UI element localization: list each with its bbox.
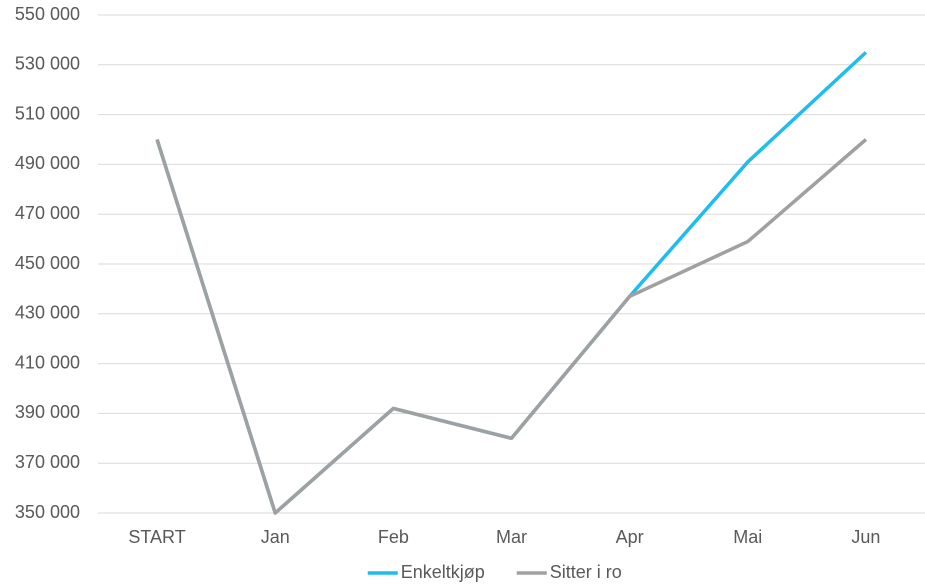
x-tick-label: Apr — [616, 527, 644, 547]
y-tick-label: 550 000 — [15, 4, 80, 24]
y-tick-label: 410 000 — [15, 352, 80, 372]
x-tick-label: Mar — [496, 527, 527, 547]
x-tick-label: Feb — [378, 527, 409, 547]
x-tick-label: Jun — [851, 527, 880, 547]
x-tick-label: Jan — [261, 527, 290, 547]
x-tick-label: Mai — [733, 527, 762, 547]
y-tick-label: 450 000 — [15, 253, 80, 273]
y-tick-label: 370 000 — [15, 452, 80, 472]
legend-label: Sitter i ro — [550, 562, 622, 582]
y-tick-label: 350 000 — [15, 502, 80, 522]
y-tick-label: 490 000 — [15, 153, 80, 173]
series-line — [155, 138, 868, 515]
y-tick-label: 530 000 — [15, 54, 80, 74]
legend-label: Enkeltkjøp — [401, 562, 485, 582]
y-tick-label: 470 000 — [15, 203, 80, 223]
y-tick-label: 390 000 — [15, 402, 80, 422]
series-line — [155, 51, 868, 515]
x-tick-label: START — [128, 527, 185, 547]
y-tick-label: 510 000 — [15, 103, 80, 123]
y-tick-label: 430 000 — [15, 303, 80, 323]
